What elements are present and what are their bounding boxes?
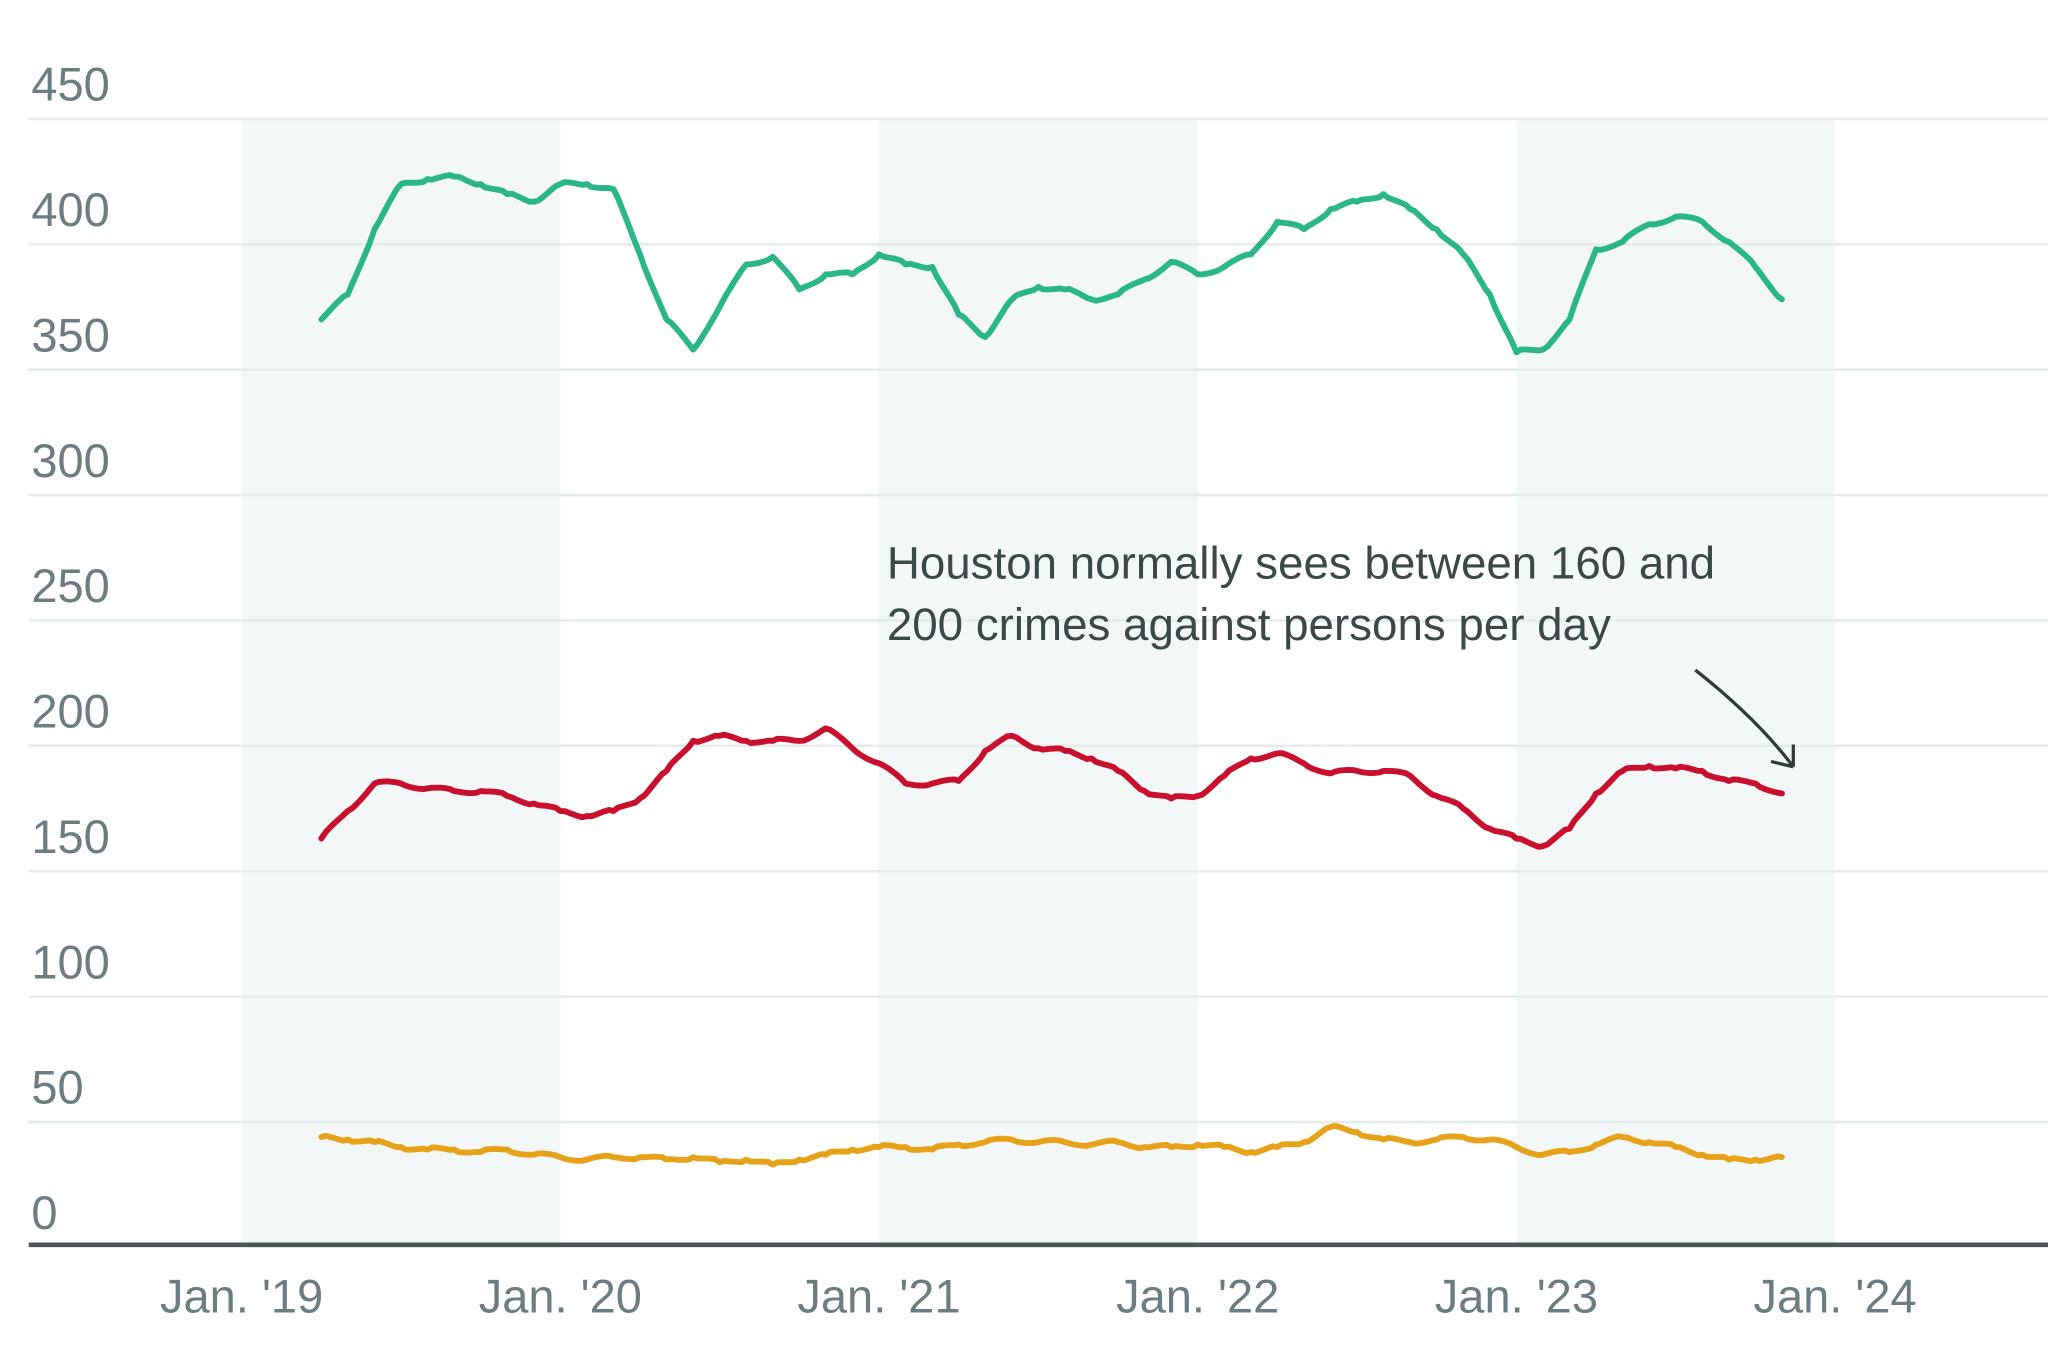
annotation-line-2: 200 crimes against persons per day (887, 599, 1611, 650)
y-tick-label: 450 (31, 58, 109, 111)
series-line-3 (318, 1122, 1785, 1168)
x-tick-label: Jan. '23 (1435, 1270, 1598, 1323)
y-tick-label: 150 (31, 810, 109, 863)
y-tick-label: 100 (31, 935, 109, 988)
y-tick-label: 350 (31, 308, 109, 361)
series-line-1 (318, 172, 1785, 356)
x-tick-label: Jan. '20 (479, 1270, 642, 1323)
annotation: Houston normally sees between 160 and 20… (887, 538, 1795, 769)
y-tick-label: 50 (31, 1061, 83, 1114)
shaded-year-band (241, 118, 561, 1248)
x-tick-label: Jan. '19 (160, 1270, 323, 1323)
series-line-2 (318, 725, 1785, 850)
annotation-line-1: Houston normally sees between 160 and (887, 538, 1715, 589)
shaded-year-band (1516, 118, 1836, 1248)
x-tick-label: Jan. '24 (1754, 1270, 1917, 1323)
y-tick-label: 250 (31, 559, 109, 612)
y-tick-label: 300 (31, 434, 109, 487)
y-tick-label: 200 (31, 685, 109, 738)
x-tick-label: Jan. '22 (1116, 1270, 1279, 1323)
x-tick-label: Jan. '21 (797, 1270, 960, 1323)
annotation-arrow (1694, 668, 1795, 769)
y-tick-label: 0 (31, 1186, 57, 1239)
y-tick-label: 400 (31, 183, 109, 236)
shaded-year-band (879, 118, 1198, 1248)
